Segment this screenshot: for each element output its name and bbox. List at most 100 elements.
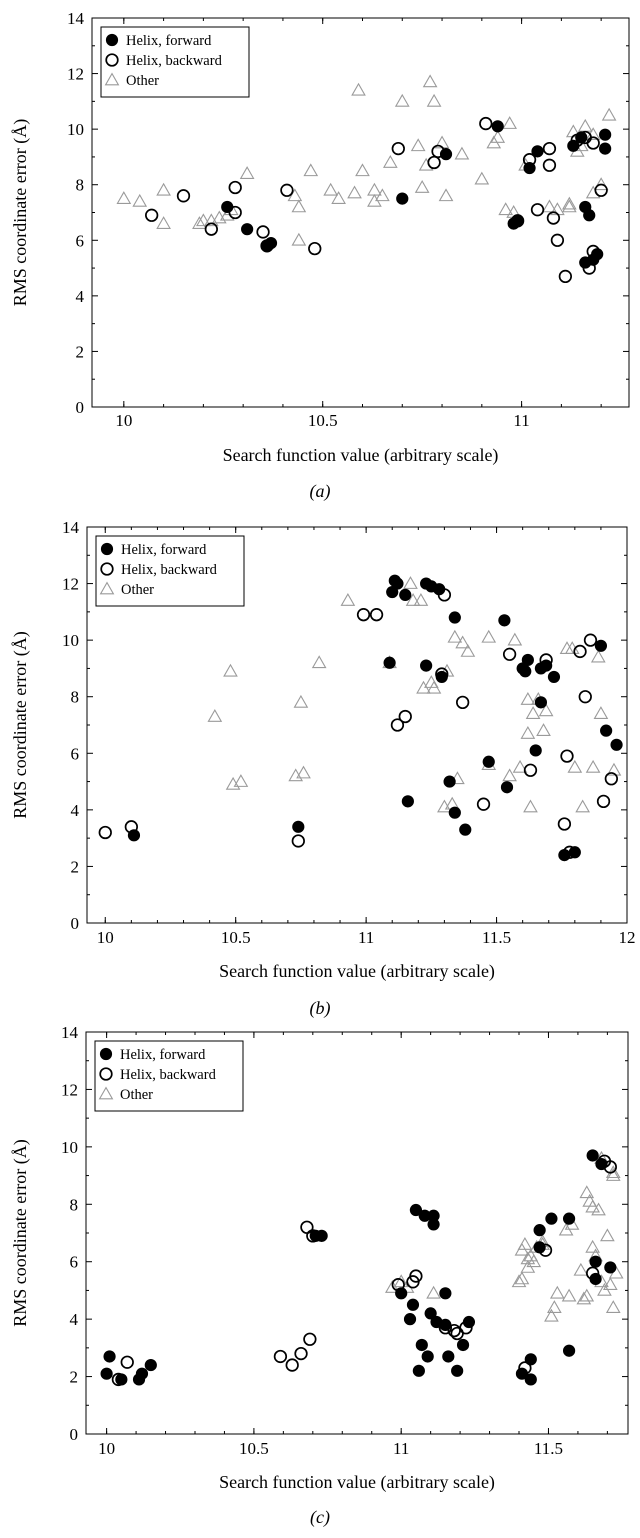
- chart-1-data-point: [401, 795, 414, 808]
- chart-2-data-point: [562, 1344, 576, 1357]
- chart-0-data-point: [331, 191, 346, 204]
- chart-1-x-axis-label: Search function value (arbitrary scale): [219, 961, 495, 982]
- chart-0-data-point: [323, 182, 339, 196]
- chart-2-data-point: [285, 1358, 299, 1372]
- chart-0-data-point: [351, 82, 366, 96]
- chart-0-data-point: [438, 188, 454, 202]
- chart-2-data-point: [403, 1313, 417, 1326]
- chart-2-legend-marker: [99, 1047, 113, 1061]
- chart-0-data-point: [542, 199, 557, 213]
- chart-0-data-point: [367, 182, 382, 196]
- chart-2-x-tick-label: 11: [393, 1439, 409, 1458]
- chart-1-data-point: [435, 667, 449, 681]
- chart-0-data-point: [410, 138, 426, 152]
- chart-0-data-point: [550, 233, 565, 247]
- chart-2-x-tick-label: 11.5: [534, 1439, 563, 1458]
- chart-0-data-point: [256, 225, 270, 239]
- chart-0-data-point: [558, 269, 573, 284]
- chart-1-data-point: [606, 762, 622, 776]
- chart-2-data-point: [549, 1285, 565, 1299]
- chart-1-data-point: [502, 768, 517, 782]
- chart-1-data-point: [225, 776, 241, 790]
- chart-2-data-point: [602, 1277, 618, 1291]
- chart-1-data-point: [519, 665, 532, 678]
- chart-1-data-point: [523, 763, 538, 777]
- chart-0-data-point: [239, 166, 255, 179]
- chart-1-data-point: [557, 817, 572, 831]
- chart-2-data-point: [393, 1274, 409, 1288]
- chart-1-data-point: [583, 633, 598, 647]
- chart-2-data-point: [451, 1364, 464, 1377]
- chart-0-legend-label: Other: [126, 73, 159, 89]
- chart-0-series-2: [116, 74, 617, 246]
- chart-1-data-point: [593, 706, 609, 720]
- chart-0-data-point: [542, 141, 557, 156]
- chart-2-data-point: [586, 1149, 599, 1162]
- scatter-plot-b: 10 10.5 11 11.5 12 0 2 4 6 8 10 12 14 Search function…: [10, 518, 636, 1019]
- chart-1-data-point: [383, 656, 396, 669]
- chart-0-data-point: [418, 157, 434, 171]
- chart-0-data-point: [561, 196, 577, 210]
- chart-1-data-point: [590, 649, 606, 663]
- chart-0-data-point: [145, 208, 159, 222]
- chart-0-data-point: [176, 189, 191, 203]
- chart-2-y-tick-label: 0: [70, 1425, 79, 1444]
- chart-2-data-point: [406, 1298, 420, 1311]
- chart-1-y-tick-label: 12: [62, 575, 79, 594]
- chart-1-data-point: [233, 774, 249, 787]
- chart-0-legend-marker: [105, 33, 119, 47]
- chart-2-y-tick-label: 2: [70, 1368, 79, 1387]
- chart-0-y-tick-label: 10: [67, 120, 84, 139]
- chart-0-data-point: [228, 180, 242, 195]
- chart-2-data-point: [456, 1338, 470, 1352]
- chart-0-data-point: [192, 216, 207, 229]
- chart-1-data-point: [573, 644, 587, 659]
- chart-2-panel-label: (c): [310, 1507, 330, 1528]
- chart-0-data-point: [531, 145, 544, 158]
- chart-2-data-point: [520, 1251, 536, 1265]
- chart-2-data-point: [576, 1291, 592, 1305]
- chart-1-series-0: [127, 574, 623, 862]
- chart-2-data-point: [442, 1350, 455, 1363]
- chart-2-data-point: [585, 1199, 600, 1213]
- chart-0-data-point: [522, 153, 537, 167]
- chart-1-data-point: [405, 593, 421, 606]
- chart-1-legend-marker: [100, 562, 114, 576]
- chart-2-data-point: [294, 1346, 308, 1361]
- chart-1-data-point: [311, 655, 327, 669]
- chart-1-data-point: [456, 695, 470, 710]
- chart-0-y-tick-label: 2: [76, 342, 85, 361]
- chart-2-data-point: [547, 1300, 562, 1314]
- chart-2-y-axis-label: RMS coordinate error (Å): [10, 1139, 31, 1326]
- chart-0-data-point: [561, 199, 577, 213]
- chart-1-x-tick-label: 10: [97, 928, 114, 947]
- chart-1-legend-label: Other: [121, 582, 154, 598]
- chart-0-data-point: [498, 202, 514, 216]
- chart-2-data-point: [600, 1228, 615, 1242]
- chart-0-data-point: [601, 107, 617, 121]
- chart-1-data-point: [448, 806, 461, 819]
- chart-0-y-axis-label: RMS coordinate error (Å): [10, 119, 31, 306]
- chart-0-x-tick-label: 11: [513, 411, 529, 430]
- chart-2-data-point: [144, 1358, 157, 1372]
- chart-0-data-point: [593, 177, 609, 191]
- chart-0-data-point: [355, 163, 370, 177]
- chart-2-data-point: [120, 1355, 134, 1369]
- chart-0-legend-label: Helix, forward: [126, 33, 212, 49]
- chart-1-data-point: [596, 794, 611, 809]
- chart-1-data-point: [594, 639, 608, 652]
- chart-0-data-point: [510, 214, 525, 228]
- chart-1-data-point: [437, 588, 452, 602]
- chart-1-data-point: [534, 696, 548, 709]
- chart-0-data-point: [546, 211, 561, 225]
- chart-0-data-point: [422, 74, 438, 88]
- chart-1-data-point: [539, 653, 553, 667]
- chart-1-data-point: [520, 692, 536, 705]
- chart-1-data-point: [98, 825, 112, 840]
- chart-2-data-point: [545, 1212, 558, 1225]
- chart-1-data-point: [399, 588, 412, 601]
- chart-1-x-tick-label: 11.5: [482, 928, 511, 947]
- chart-2-data-point: [300, 1220, 314, 1234]
- chart-0-data-point: [591, 248, 604, 261]
- chart-1-x-tick-label: 12: [619, 928, 636, 947]
